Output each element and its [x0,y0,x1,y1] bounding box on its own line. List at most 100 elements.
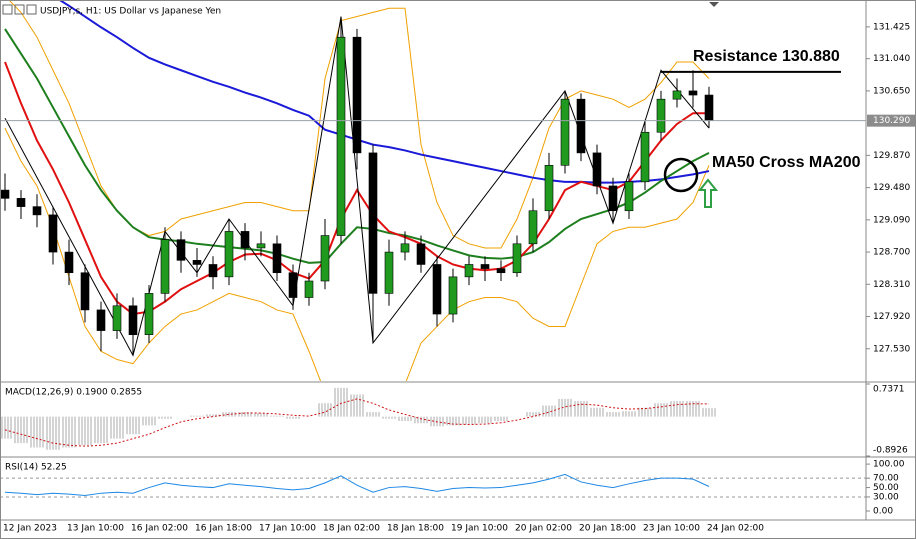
candle-body [48,214,58,253]
candle-body [704,94,714,121]
candle-body [432,264,442,315]
candle-body [592,152,602,187]
candle-body [128,305,138,336]
candle-body [224,231,234,278]
line [4,127,710,381]
x-tick-label: 20 Jan 02:00 [515,524,572,534]
main-panel [1,1,866,381]
x-tick-label: 18 Jan 18:00 [387,524,444,534]
line [4,16,710,357]
y-tick-label: 130.650 [873,86,910,96]
candle-body [368,152,378,294]
candle-body [1,189,10,199]
x-tick-label: 18 Jan 02:00 [323,524,380,534]
line [4,28,710,264]
candle-body [256,243,266,249]
candle-body [464,264,474,278]
toolbar-icon[interactable] [2,4,13,15]
candle-body [528,210,538,245]
y-tick-label: 129.870 [873,151,910,161]
candle-body [544,164,554,212]
candle-body [160,239,170,294]
line [4,398,710,447]
cross-marker [663,157,699,193]
candle-body [64,251,74,274]
candle-body [480,264,490,269]
resistance-label: Resistance 130.880 [693,48,840,65]
toolbar-icon[interactable] [14,4,25,15]
chart-title: USDJPY,s, H1: US Dollar vs Japanese Yen [40,7,221,17]
candle-body [496,268,506,274]
y-tick-label: 128.700 [873,248,910,258]
scroll-marker [709,2,719,7]
candle-body [416,243,426,265]
candle-body [176,239,186,261]
candle-body [576,98,586,154]
candle-body [672,90,682,100]
candle-body [448,276,458,315]
x-tick-label: 17 Jan 10:00 [259,524,316,534]
candle-body [624,181,634,212]
candle-body [608,185,618,212]
toolbar-icon[interactable] [26,4,37,15]
candle-body [32,206,42,216]
candle-body [16,198,26,207]
y-tick-label: 128.310 [873,280,910,290]
y-tick-label: 70.00 [873,474,899,484]
y-tick-label: 129.090 [873,215,910,225]
candle-body [144,293,154,336]
y-tick-label: 131.425 [873,22,910,32]
candle-body [352,36,362,154]
last-price-label: 130.290 [873,116,910,126]
candle-body [640,131,650,183]
y-tick-label: 30.00 [873,492,899,502]
x-tick-label: 19 Jan 10:00 [451,524,508,534]
candle-body [384,251,394,294]
x-tick-label: 24 Jan 02:00 [707,524,764,534]
y-tick-label: -0.8926 [873,446,908,456]
x-tick-label: 16 Jan 02:00 [131,524,188,534]
x-tick-label: 13 Jan 10:00 [67,524,124,534]
x-tick-label: 23 Jan 10:00 [643,524,700,534]
y-tick-label: 131.040 [873,54,910,64]
candle-body [560,98,570,166]
x-tick-label: 16 Jan 18:00 [195,524,252,534]
cross-label: MA50 Cross MA200 [712,154,861,171]
y-tick-label: 100.00 [873,460,905,470]
up-arrow [697,178,719,208]
macd-title: MACD(12,26,9) 0.1900 0.2855 [5,388,142,398]
y-tick-label: 50.00 [873,483,899,493]
candle-body [272,243,282,274]
candle-body [400,243,410,253]
x-tick-label: 20 Jan 18:00 [579,524,636,534]
axes: 131.425 131.040 130.650 129.870 129.480 129.0… [3,22,915,534]
candle-body [112,305,122,331]
candle-body [656,98,666,133]
candle-body [240,231,250,249]
rsi-title: RSI(14) 52.25 [5,463,67,473]
candle-body [512,243,522,274]
candle-body [208,264,218,278]
rsi-panel [1,473,866,498]
line [4,61,709,316]
candle-body [320,235,330,282]
candle-body [304,280,314,298]
candle-body [80,272,90,311]
y-tick-label: 127.530 [873,344,910,354]
candle-body [688,90,698,96]
candle-body [336,36,346,236]
macd-panel [1,387,716,450]
x-tick-label: 12 Jan 2023 [3,524,57,534]
y-tick-label: 127.920 [873,312,910,322]
y-tick-label: 0.7371 [873,385,905,395]
candle-body [96,309,106,331]
candle-body [192,260,202,265]
candle-body [288,272,298,298]
y-tick-label: 0.00 [873,507,893,517]
line [4,473,710,497]
last-price-box [867,114,915,127]
y-tick-label: 129.480 [873,183,910,193]
